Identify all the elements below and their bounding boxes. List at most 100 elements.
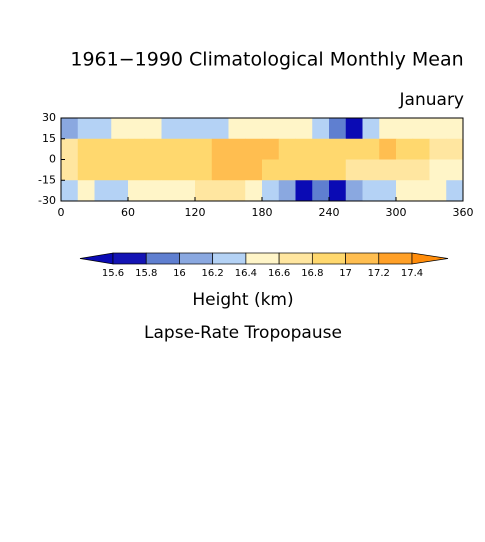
contour-cell <box>144 159 162 181</box>
contour-cell <box>329 138 347 160</box>
contour-cell <box>178 118 196 140</box>
y-tick-label: 30 <box>42 111 56 124</box>
contour-cell <box>144 118 162 140</box>
contour-cell <box>195 138 213 160</box>
contour-cell <box>195 180 213 202</box>
contour-cell <box>211 159 229 181</box>
contour-cell <box>161 138 179 160</box>
contour-cell <box>312 138 330 160</box>
contour-cell <box>144 138 162 160</box>
contour-cell <box>295 159 313 181</box>
x-tick-label: 0 <box>58 206 65 219</box>
contour-cell <box>245 138 263 160</box>
x-tick-label: 240 <box>319 206 340 219</box>
colorbar-box <box>345 252 380 265</box>
colorbar-box <box>311 252 346 265</box>
contour-cell <box>161 180 179 202</box>
colorbar-box <box>145 252 180 265</box>
colorbar-tick-label: 15.8 <box>135 268 157 279</box>
contour-cell <box>446 180 464 202</box>
contour-cell <box>362 159 380 181</box>
contour-cell <box>295 138 313 160</box>
contour-cell <box>446 159 464 181</box>
contour-cell <box>278 118 296 140</box>
contour-cell <box>362 118 380 140</box>
contour-cell <box>412 180 430 202</box>
contour-cell <box>128 118 146 140</box>
y-tick-label: 15 <box>42 132 56 145</box>
contour-cell <box>312 118 330 140</box>
contour-cell <box>144 180 162 202</box>
colorbar-box <box>278 252 313 265</box>
colorbar-box <box>245 252 280 265</box>
contour-cell <box>446 138 464 160</box>
colorbar-tick-label: 16 <box>173 268 186 279</box>
contour-cell <box>262 159 280 181</box>
contour-cell <box>379 159 397 181</box>
contour-cell <box>211 180 229 202</box>
contour-cell <box>61 138 79 160</box>
contour-cell <box>128 138 146 160</box>
colorbar-box <box>179 252 214 265</box>
x-tick-label: 60 <box>121 206 135 219</box>
contour-cell <box>312 180 330 202</box>
contour-cell <box>396 159 414 181</box>
contour-cell <box>111 180 129 202</box>
y-tick-label: -15 <box>38 173 56 186</box>
contour-cell <box>77 118 95 140</box>
colorbar-tick-label: 16.4 <box>235 268 257 279</box>
colorbar-label: Height (km) <box>192 290 293 310</box>
contour-cell <box>412 159 430 181</box>
contour-cell <box>111 118 129 140</box>
contour-cell <box>111 159 129 181</box>
contour-cell <box>128 180 146 202</box>
contour-cell <box>245 180 263 202</box>
contour-cell <box>245 159 263 181</box>
contour-cell <box>195 118 213 140</box>
contour-cell <box>262 180 280 202</box>
contour-cell <box>61 180 79 202</box>
contour-cell <box>61 118 79 140</box>
contour-cell <box>278 159 296 181</box>
contour-cell <box>379 180 397 202</box>
contour-cell <box>329 159 347 181</box>
colorbar-min <box>79 252 114 265</box>
x-tick-label: 180 <box>252 206 273 219</box>
contour-cell <box>228 159 246 181</box>
y-tick-label: -30 <box>38 194 56 207</box>
chart-subtitle: January <box>399 90 464 110</box>
contour-cell <box>195 159 213 181</box>
colorbar-tick-label: 16.6 <box>268 268 290 279</box>
contour-cell <box>396 138 414 160</box>
colorbar-box <box>378 252 413 265</box>
contour-cell <box>94 180 112 202</box>
contour-cell <box>429 138 447 160</box>
contour-cell <box>262 118 280 140</box>
contour-cell <box>228 180 246 202</box>
contour-cell <box>178 138 196 160</box>
contour-cell <box>262 138 280 160</box>
contour-cell <box>77 180 95 202</box>
contour-cell <box>161 118 179 140</box>
colorbar-tick-label: 16.2 <box>202 268 224 279</box>
contour-cell <box>379 118 397 140</box>
contour-cell <box>111 138 129 160</box>
contour-cell <box>345 138 363 160</box>
contour-cell <box>446 118 464 140</box>
x-tick-label: 120 <box>185 206 206 219</box>
contour-cell <box>329 118 347 140</box>
x-tick-label: 360 <box>453 206 474 219</box>
x-tick-label: 300 <box>386 206 407 219</box>
contour-cell <box>345 159 363 181</box>
contour-cell <box>278 138 296 160</box>
contour-cell <box>211 138 229 160</box>
contour-cell <box>77 138 95 160</box>
contour-cell <box>362 180 380 202</box>
colorbar-tick-label: 17.4 <box>401 268 423 279</box>
chart-title: 1961−1990 Climatological Monthly Mean <box>70 49 463 71</box>
contour-cell <box>429 180 447 202</box>
colorbar-tick-label: 16.8 <box>301 268 323 279</box>
colorbar-tick-label: 17.2 <box>368 268 390 279</box>
contour-cell <box>379 138 397 160</box>
contour-cell <box>412 118 430 140</box>
